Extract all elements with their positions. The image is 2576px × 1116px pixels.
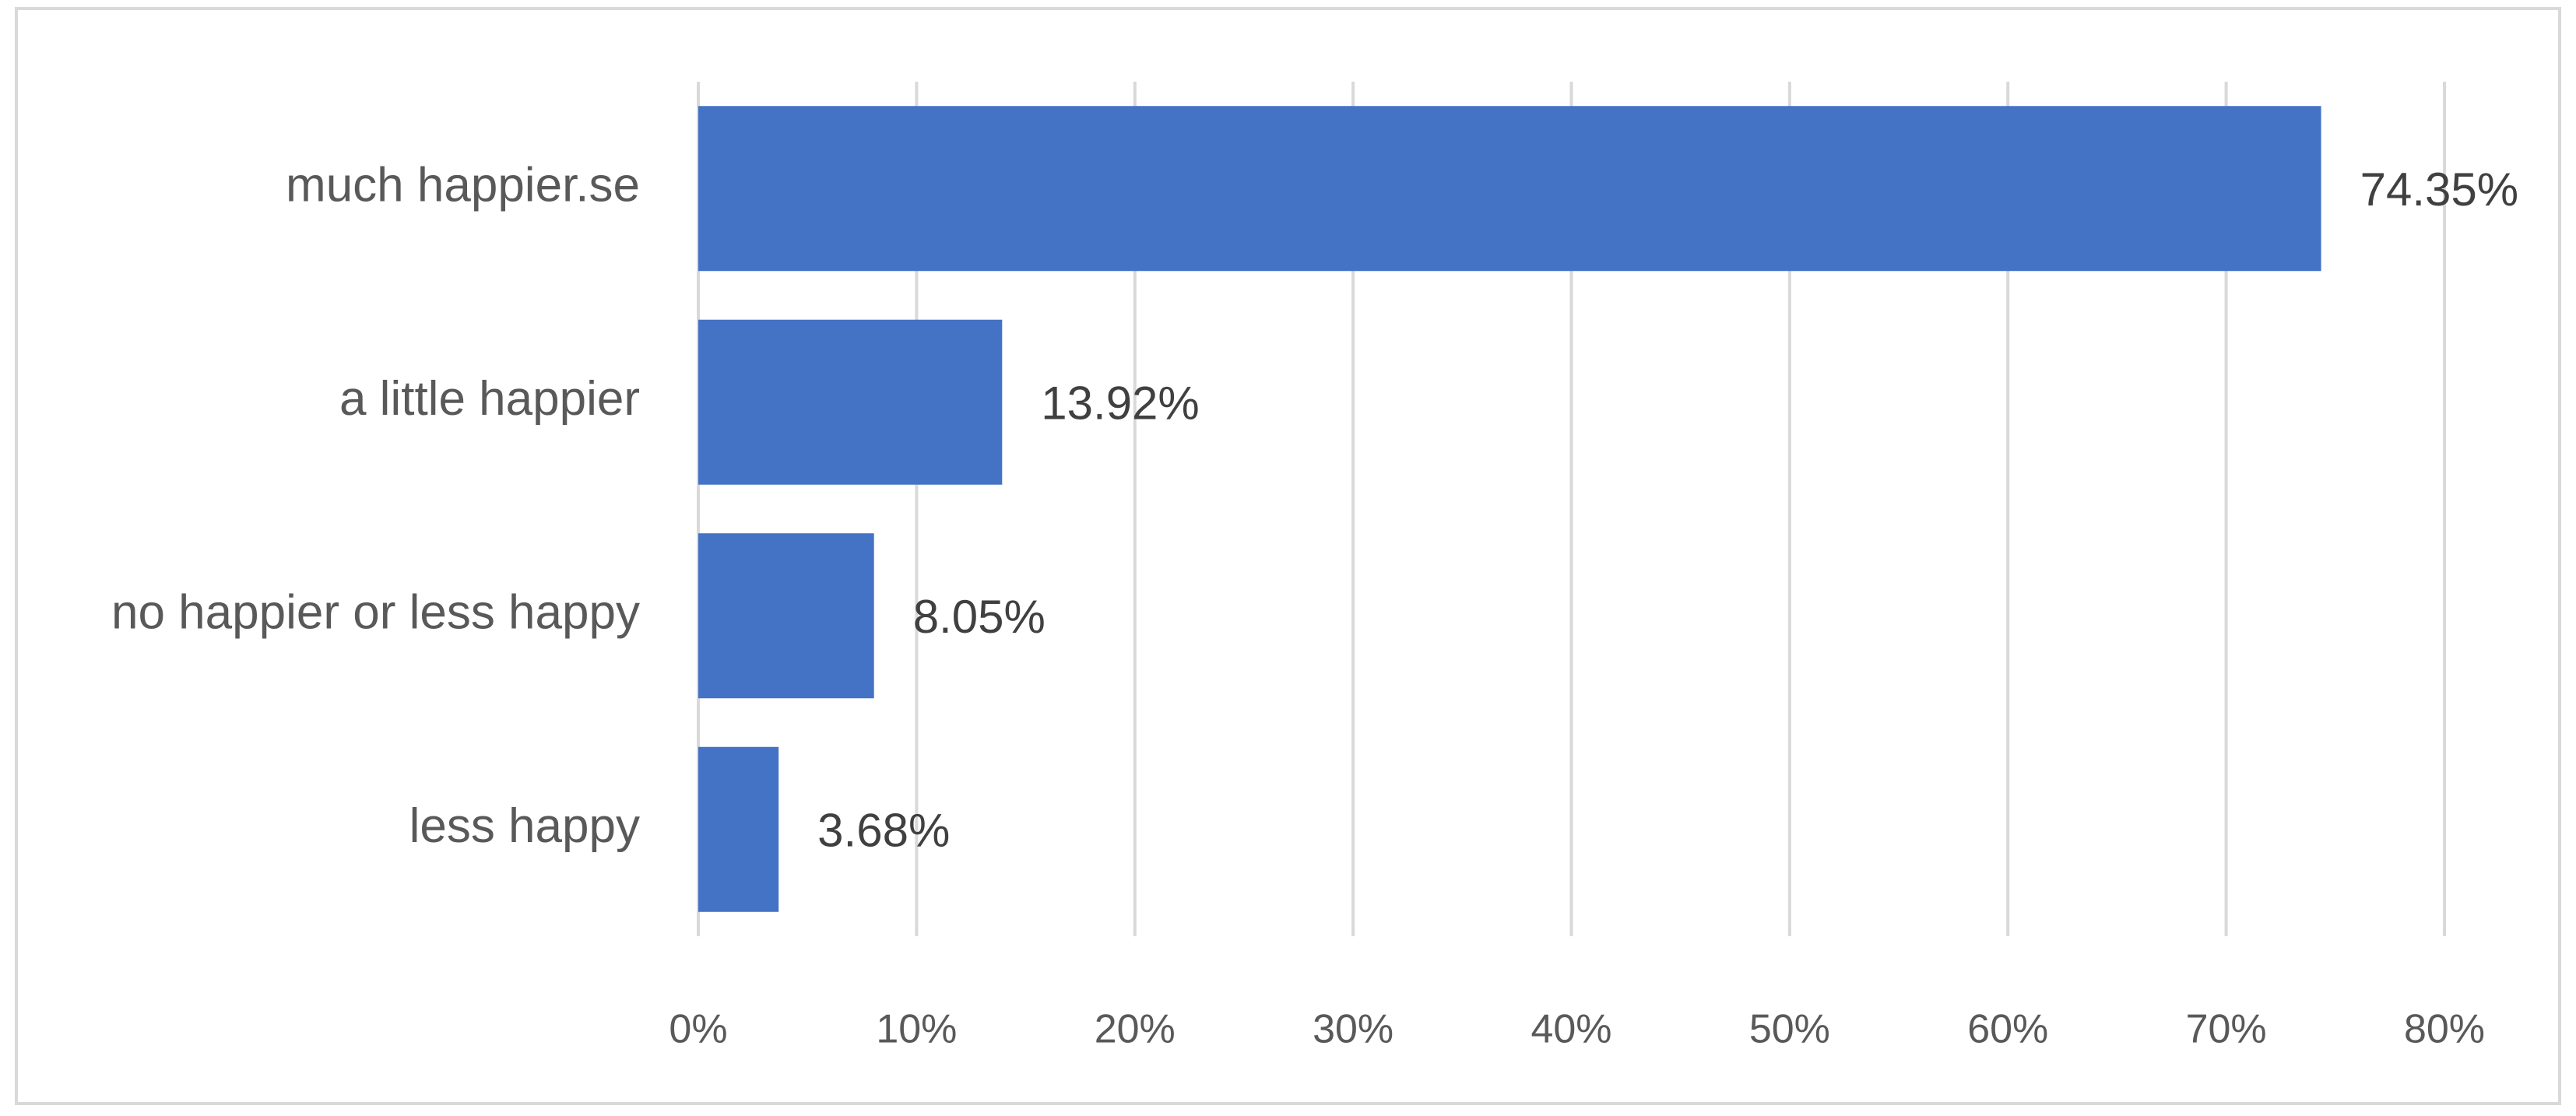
data-label: 8.05% [913, 591, 1046, 643]
x-tick-label: 0% [669, 1007, 727, 1052]
bar [698, 533, 874, 699]
x-tick-label: 80% [2404, 1007, 2485, 1052]
bar [698, 106, 2321, 272]
y-tick-label: much happier.se [286, 159, 640, 212]
bar [698, 746, 779, 912]
x-tick-label: 70% [2186, 1007, 2267, 1052]
data-label: 3.68% [817, 805, 950, 857]
x-tick-label: 10% [876, 1007, 957, 1052]
x-tick-label: 50% [1749, 1007, 1830, 1052]
data-label: 74.35% [2360, 163, 2519, 216]
x-tick-label: 40% [1530, 1007, 1611, 1052]
y-tick-label: no happier or less happy [111, 586, 640, 640]
x-tick-label: 20% [1095, 1007, 1176, 1052]
bar [698, 319, 1003, 485]
data-label: 13.92% [1041, 377, 1200, 430]
x-tick-label: 30% [1313, 1007, 1393, 1052]
y-tick-label: less happy [409, 799, 640, 853]
x-tick-label: 60% [1967, 1007, 2048, 1052]
y-tick-label: a little happier [339, 372, 640, 426]
